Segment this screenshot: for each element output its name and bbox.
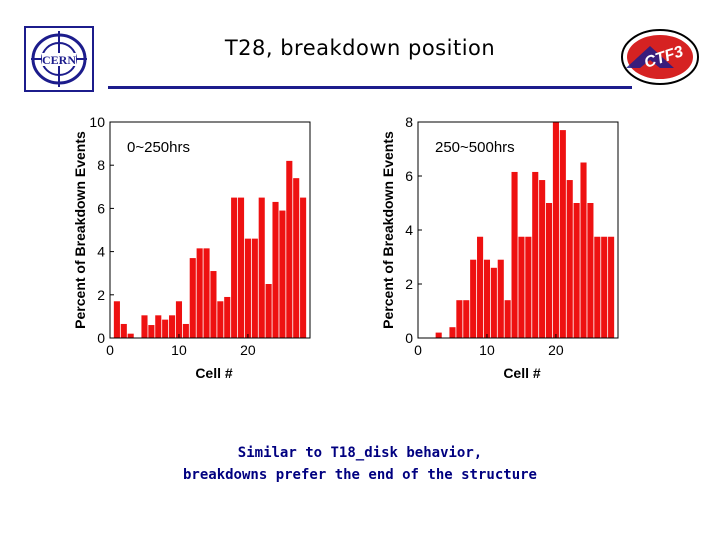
bar-cell-28	[300, 197, 307, 338]
x-axis-label: Cell #	[195, 365, 233, 381]
bar-cell-2	[120, 323, 127, 338]
caption-line-2: breakdowns prefer the end of the structu…	[182, 467, 537, 483]
bar-cell-10	[175, 301, 183, 338]
y-tick-label: 6	[405, 168, 413, 184]
bar-cell-21	[559, 130, 566, 338]
chart-title: 0~250hrs	[127, 139, 190, 156]
bar-cell-25	[587, 203, 594, 338]
bar-cell-6	[148, 325, 155, 338]
y-tick-label: 2	[97, 287, 105, 303]
bar-cell-18	[231, 197, 238, 338]
bar-cell-1	[113, 301, 120, 338]
bar-cell-16	[525, 236, 532, 338]
bar-cell-27	[601, 236, 608, 338]
caption: Similar to T18_disk behavior, breakdowns…	[0, 442, 720, 486]
ctf3-logo: CTF3	[621, 29, 699, 85]
x-tick-label: 20	[240, 342, 256, 358]
bar-cell-10	[483, 259, 491, 338]
bar-cell-13	[196, 248, 203, 338]
y-tick-label: 8	[405, 114, 413, 130]
y-tick-label: 6	[97, 200, 105, 216]
histogram-250-500hrs: 0 2 4 6 8 0 10 20 250~500hrs Cell # Percent of Bre…	[380, 114, 619, 381]
bar-cell-15	[518, 236, 525, 338]
bar-cell-22	[566, 180, 573, 338]
bar-cell-23	[265, 284, 272, 338]
y-tick-label: 8	[97, 157, 105, 173]
bar-cell-9	[169, 315, 176, 338]
y-axis-label: Percent of Breakdown Events	[380, 131, 396, 329]
bar-cell-13	[504, 300, 511, 338]
histogram-0-250hrs: 0 2 4 6 8 10 0 10 20 0~250hrs Cell # Percent of Bre…	[72, 114, 311, 381]
y-tick-label: 10	[89, 114, 105, 130]
bar-cell-23	[573, 203, 580, 338]
bar-cell-11	[182, 323, 189, 338]
bar-cell-17	[224, 296, 231, 338]
x-tick-label: 0	[414, 342, 422, 358]
bar-cell-26	[286, 160, 293, 338]
y-tick-label: 2	[405, 276, 413, 292]
bar-cell-7	[155, 315, 162, 338]
bar-cell-8	[470, 259, 477, 338]
x-tick-label: 10	[171, 342, 187, 358]
bar-cell-8	[162, 319, 169, 338]
bar-cell-6	[456, 300, 463, 338]
bar-cell-11	[490, 267, 497, 338]
y-tick-label: 4	[405, 222, 413, 238]
bar-cell-7	[463, 300, 470, 338]
bar-cell-15	[210, 271, 217, 338]
bar-cell-16	[217, 301, 224, 338]
title-underline	[108, 86, 632, 89]
bar-cell-5	[141, 315, 148, 338]
bar-cell-12	[189, 258, 196, 338]
bar-cell-14	[511, 171, 518, 338]
bar-cell-20	[244, 238, 251, 338]
bar-cell-14	[203, 248, 210, 338]
chart-title: 250~500hrs	[435, 139, 515, 156]
bar-cell-9	[477, 236, 484, 338]
bar-cell-20	[552, 122, 559, 338]
bar-cell-5	[449, 327, 456, 338]
bar-cell-21	[251, 238, 258, 338]
plot-frame	[109, 121, 311, 339]
bar-cell-27	[293, 178, 300, 338]
bar-cell-3	[127, 333, 134, 338]
cern-logo-text: CERN	[42, 53, 76, 67]
x-tick-label: 10	[479, 342, 495, 358]
x-tick-label: 0	[106, 342, 114, 358]
caption-line-1: Similar to T18_disk behavior,	[237, 445, 483, 461]
y-axis-label: Percent of Breakdown Events	[72, 131, 88, 329]
bar-cell-19	[237, 197, 245, 338]
page-title: T28, breakdown position	[224, 36, 496, 60]
cern-logo: CERN	[24, 26, 94, 92]
bar-cell-24	[580, 162, 587, 338]
bar-cell-17	[532, 171, 539, 338]
bar-cell-28	[608, 236, 615, 338]
bar-cell-18	[539, 180, 546, 338]
y-tick-label: 4	[97, 244, 105, 260]
bar-cell-25	[279, 210, 286, 338]
bar-cell-3	[435, 332, 442, 338]
bar-cell-22	[258, 197, 265, 338]
y-tick-label: 0	[97, 330, 105, 346]
bar-cell-12	[497, 259, 504, 338]
x-tick-label: 20	[548, 342, 564, 358]
bar-cell-24	[272, 201, 279, 338]
bar-cell-26	[594, 236, 601, 338]
y-tick-label: 0	[405, 330, 413, 346]
bar-cell-19	[545, 203, 553, 338]
x-axis-label: Cell #	[503, 365, 541, 381]
